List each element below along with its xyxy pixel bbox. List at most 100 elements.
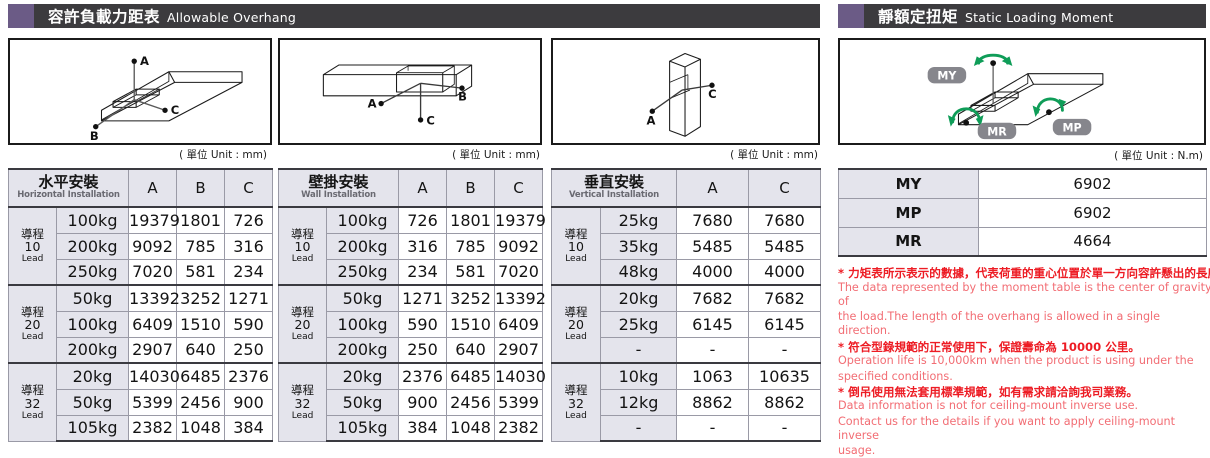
column-header-c: C: [748, 168, 821, 208]
table-row: 250kg 234 581 7020: [279, 258, 544, 286]
table-row: ---: [552, 336, 821, 364]
table-row: 導程 20 Lead 50kg 1271 3252 13392: [278, 284, 546, 364]
purple-swatch-icon-2: [838, 4, 864, 28]
diagram-label-a: A: [647, 114, 656, 128]
column-header-a: A: [128, 168, 178, 208]
load-value-cell: 50kg: [55, 388, 130, 416]
load-value-cell: 50kg: [325, 284, 400, 312]
table-row: 導程 20 Lead 20kg 7682 7682: [551, 284, 821, 364]
overhang-value-cell: 640: [176, 336, 226, 364]
overhang-value-cell: 3252: [446, 284, 496, 312]
lead-group-label: 導程 10 Lead: [278, 206, 327, 286]
lead-group-label: 導程 32 Lead: [551, 362, 601, 442]
column-header-c: C: [494, 168, 544, 208]
moment-table-body: MY 6902 MP 6902 MR 4664: [838, 168, 1207, 257]
lead-label-number: 10: [294, 239, 311, 255]
lead-label-number: 10: [568, 239, 584, 255]
overhang-value-cell: 726: [224, 206, 274, 234]
overhang-value-cell: 8862: [748, 388, 821, 416]
unit-caption-mm-3: ( 單位 Unit : mm): [730, 149, 818, 161]
load-value-cell: 100kg: [55, 310, 130, 338]
load-value-cell: 12kg: [600, 388, 677, 416]
overhang-value-cell: 8862: [676, 388, 749, 416]
overhang-value-cell: 19379: [494, 206, 546, 234]
load-value-cell: 200kg: [55, 232, 130, 260]
moment-row: MR 4664: [838, 226, 1207, 257]
load-value-cell: 50kg: [55, 284, 130, 312]
overhang-value-cell: 6485: [446, 362, 496, 390]
overhang-value-cell: 785: [446, 232, 496, 260]
overhang-value-cell: 384: [224, 414, 274, 442]
lead-label-en: Lead: [291, 410, 314, 421]
lead-label-number: 32: [568, 395, 584, 411]
moment-badge-my: MY: [937, 69, 957, 82]
overhang-value-cell: 590: [398, 310, 448, 338]
overhang-value-cell: 1063: [676, 362, 749, 390]
table-header-row: 垂直安裝 Vertical Installation A C: [551, 168, 821, 208]
overhang-value-cell: 250: [398, 336, 448, 364]
table-row: 105kg 2382 1048 384: [9, 414, 274, 442]
overhang-value-cell: 9092: [128, 232, 178, 260]
load-value-cell: 250kg: [55, 258, 130, 286]
table-row: 導程 32 Lead 10kg 1063 10635: [551, 362, 821, 442]
horizontal-installation-diagram: A B C: [8, 38, 272, 145]
overhang-value-cell: 13392: [494, 284, 546, 312]
table-body: 導程 10 Lead 100kg 19379 1801 726 200kg 9092 785 316…: [8, 206, 274, 442]
overhang-value-cell: 6409: [494, 310, 544, 338]
table-title-en: Wall Installation: [301, 190, 376, 201]
static-moment-diagram: MY MP MR: [838, 38, 1206, 145]
load-value-cell: 105kg: [55, 414, 130, 442]
table-title-cell: 壁掛安裝 Wall Installation: [277, 168, 400, 208]
table-title-en: Horizontal Installation: [17, 190, 120, 201]
table-row: ---: [552, 414, 821, 442]
load-value-cell: 25kg: [600, 206, 677, 234]
unit-caption-mm-1: ( 單位 Unit : mm): [179, 149, 267, 161]
lead-label-en: Lead: [21, 410, 44, 421]
note-line-en: specified conditions.: [838, 369, 953, 383]
column-header-b: B: [176, 168, 226, 208]
overhang-value-cell: 4000: [676, 258, 749, 286]
table-row: 200kg 2907 640 250: [9, 336, 274, 364]
load-value-cell: 20kg: [55, 362, 130, 390]
lead-label-en: Lead: [291, 332, 314, 343]
column-header-a: A: [398, 168, 448, 208]
table-row: 導程 10 Lead 100kg 19379 1801 726: [8, 206, 274, 286]
note-line-en: Contact us for the details if you want t…: [838, 414, 1176, 442]
table-row: 導程 20 Lead 50kg 13392 3252 1271: [8, 284, 274, 364]
overhang-value-cell: 900: [224, 388, 274, 416]
overhang-value-cell: 2382: [494, 414, 544, 442]
table-row: 導程 32 Lead 20kg 14030 6485 2376: [8, 362, 274, 442]
wall-overhang-table: 壁掛安裝 Wall Installation A B C 導程 10 Lead 100…: [277, 168, 546, 442]
load-value-cell: 100kg: [325, 206, 400, 234]
overhang-value-cell: 5399: [494, 388, 544, 416]
overhang-value-cell: 590: [224, 310, 274, 338]
overhang-value-cell: 5485: [748, 232, 821, 260]
overhang-value-cell: 6145: [748, 310, 821, 338]
diagram-label-b: B: [90, 129, 99, 143]
overhang-value-cell: -: [676, 414, 749, 442]
unit-caption-mm-2: ( 單位 Unit : mm): [452, 149, 540, 161]
overhang-value-cell: 2907: [128, 336, 178, 364]
lead-label-number: 20: [24, 317, 41, 333]
lead-group-label: 導程 10 Lead: [8, 206, 57, 286]
table-title-cn: 垂直安裝: [583, 173, 644, 192]
table-row: 200kg 9092 785 316: [9, 232, 274, 260]
table-row: 35kg 5485 5485: [552, 232, 821, 260]
column-header-c: C: [224, 168, 274, 208]
overhang-value-cell: 2376: [398, 362, 448, 390]
table-title-cell: 垂直安裝 Vertical Installation: [551, 168, 677, 208]
lead-label-number: 10: [24, 239, 41, 255]
overhang-value-cell: 2456: [446, 388, 496, 416]
overhang-value-cell: 1048: [446, 414, 496, 442]
lead-label-en: Lead: [291, 254, 314, 265]
table-row: 200kg 316 785 9092: [279, 232, 544, 260]
overhang-value-cell: 581: [446, 258, 496, 286]
lead-group-label: 導程 32 Lead: [8, 362, 57, 442]
overhang-value-cell: 7682: [748, 284, 821, 312]
lead-label-number: 20: [294, 317, 311, 333]
lead-group-label: 導程 20 Lead: [8, 284, 57, 364]
moment-badge-mr: MR: [987, 125, 1007, 138]
moment-row: MP 6902: [838, 197, 1207, 228]
overhang-value-cell: 7020: [494, 258, 544, 286]
load-value-cell: 48kg: [600, 258, 677, 286]
